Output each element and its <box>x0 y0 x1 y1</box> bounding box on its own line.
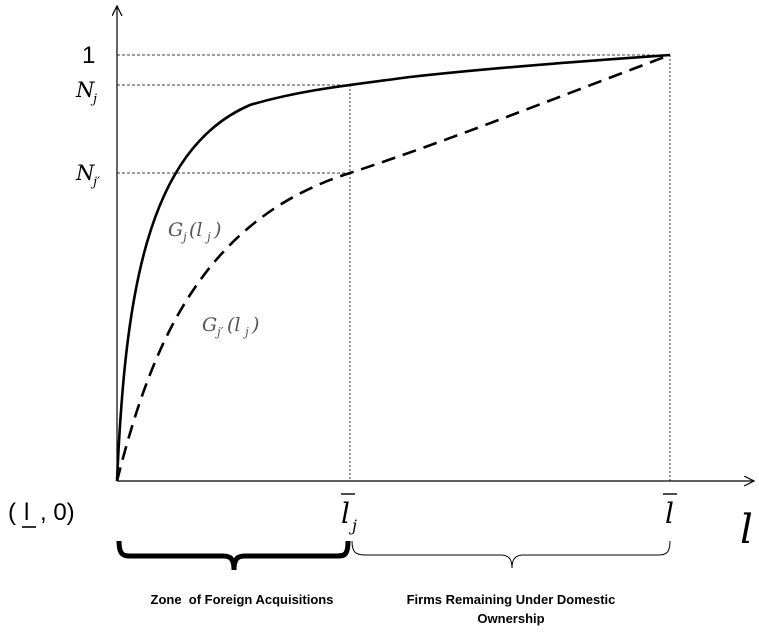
svg-text:l: l <box>665 497 674 530</box>
zone-foreign-label: Zone of Foreign Acquisitions <box>151 592 334 607</box>
svg-text:j: j <box>349 516 357 535</box>
label-nj: N j <box>75 78 97 107</box>
svg-text:G: G <box>202 314 217 336</box>
svg-text:j: j <box>204 230 211 244</box>
svg-text:, 0): , 0) <box>40 499 75 526</box>
svg-text:j′: j′ <box>214 325 224 339</box>
label-njprime: N j′ <box>75 161 100 190</box>
y-tick-1: 1 <box>82 42 95 69</box>
svg-text:(: ( <box>8 499 16 526</box>
tick-lbar-j: l j <box>341 493 357 535</box>
svg-text:l: l <box>24 499 29 526</box>
svg-text:j: j <box>90 92 97 107</box>
zone-domestic-label-line1: Firms Remaining Under Domestic <box>407 592 616 607</box>
svg-text:): ) <box>213 219 221 241</box>
x-axis-label: l <box>740 507 753 553</box>
svg-text:): ) <box>251 314 259 336</box>
label-g-j: G j (l j ) <box>168 219 221 244</box>
svg-text:(l: (l <box>227 314 241 336</box>
svg-text:(l: (l <box>189 219 203 241</box>
svg-text:j: j <box>180 230 187 244</box>
svg-text:G: G <box>168 219 183 241</box>
svg-text:j′: j′ <box>90 175 100 190</box>
zone-domestic-label-line2: Ownership <box>477 611 544 626</box>
label-g-jprime: G j′ (l j ) <box>202 314 259 339</box>
bracket-domestic <box>351 540 671 569</box>
origin-label: ( l , 0) <box>8 499 75 528</box>
svg-text:j: j <box>242 325 249 339</box>
curve-g-j <box>115 53 671 482</box>
svg-text:l: l <box>341 497 350 530</box>
curve-g-jprime <box>115 53 671 482</box>
svg-text:N: N <box>75 78 95 102</box>
bracket-foreign <box>116 540 351 571</box>
tick-lbar: l <box>663 493 677 530</box>
svg-text:N: N <box>75 161 95 185</box>
